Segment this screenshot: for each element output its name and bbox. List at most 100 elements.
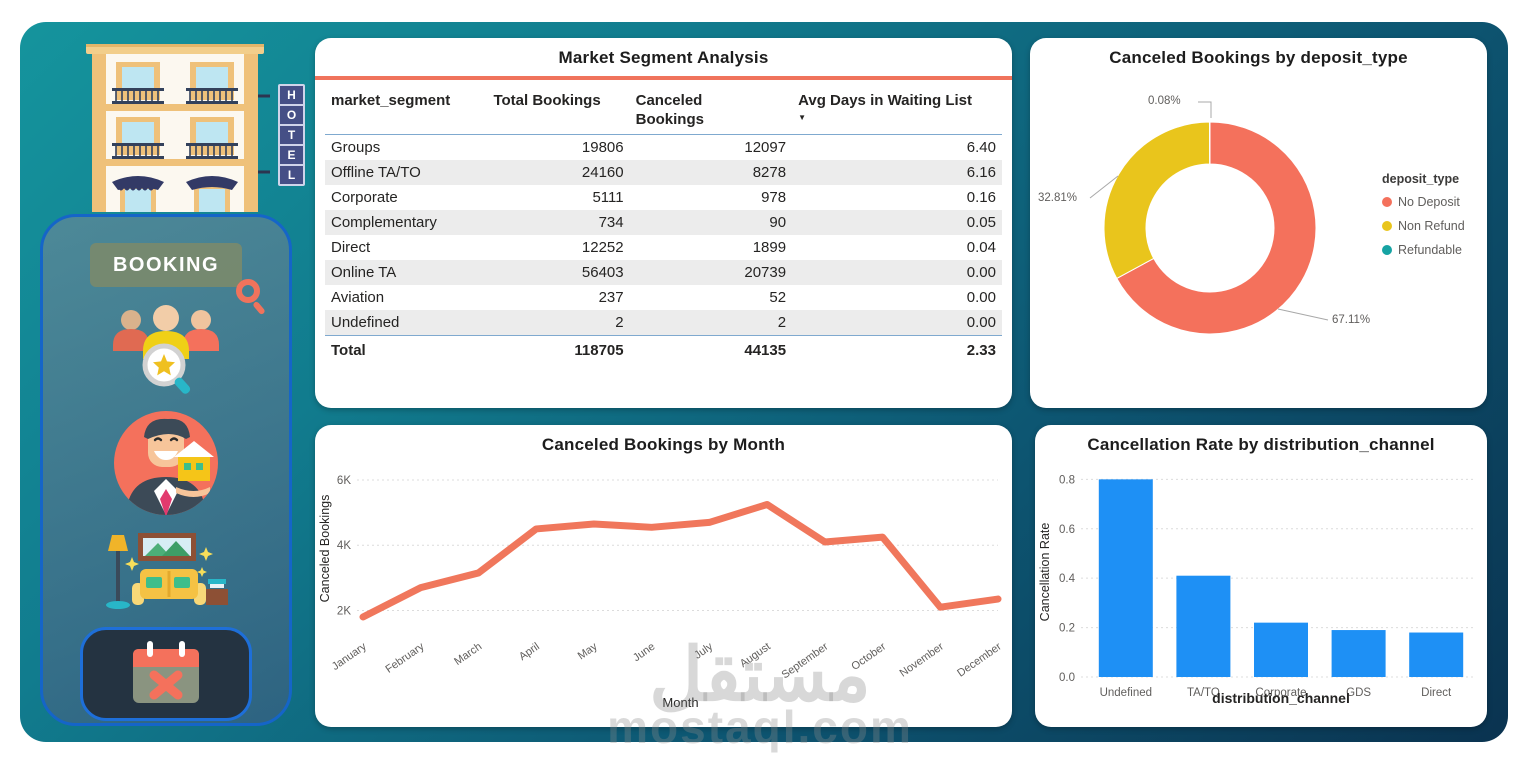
column-header-total-bookings[interactable]: Total Bookings [487,84,630,135]
donut-slice-refundable[interactable] [1208,121,1211,165]
table-row[interactable]: Complementary 734 90 0.05 [325,209,1002,235]
legend-item-no-deposit[interactable]: No Deposit [1382,195,1465,209]
x-tick-label: TA/TO [1187,687,1220,699]
monthly-cancellations-line-card: Canceled Bookings by Month 2K 4K 6K January… [315,425,1012,727]
table-cell: 52 [769,288,787,306]
y-tick-label: 0.8 [1059,474,1075,486]
slice-label-non-refund: 32.81% [1038,192,1078,204]
table-body: Groups 19806 12097 6.40 Offline TA/TO 24160 82… [325,134,1002,335]
table-cell: 90 [769,213,787,231]
table-cell: Corporate [331,188,398,206]
table-cell: 24160 [581,163,624,181]
hotel-sign-letter: E [280,146,303,164]
x-tick-label: Undefined [1100,687,1152,699]
table-cell: 20739 [744,263,787,281]
bar-ta-to[interactable] [1176,575,1231,677]
legend-dot [1382,245,1392,255]
bar-card-title: Cancellation Rate by distribution_channe… [1087,435,1435,454]
y-tick-label: 6K [337,475,351,487]
legend-item-refundable[interactable]: Refundable [1382,243,1465,257]
legend-label: Refundable [1398,243,1462,257]
booking-logo: BOOKING [90,243,260,303]
table-cell: 5111 [592,188,624,206]
table-cell: 0.05 [966,213,996,231]
booking-magnifier-icon [236,279,260,303]
table-cell: 978 [761,188,787,206]
table-cell: 0.00 [966,313,996,331]
x-tick-label-month: December [955,640,1004,679]
table-row[interactable]: Direct 12252 1899 0.04 [325,235,1002,260]
table-cell: 12252 [581,238,624,256]
donut-slice-non-refund[interactable] [1103,121,1211,280]
total-avg-days-value: 2.33 [792,334,1002,365]
sort-descending-icon[interactable]: ▼ [798,112,807,122]
x-tick-label-month: March [452,641,484,668]
donut-plot-area: 0.08% 32.81% 67.11% deposit_type No Depo… [1030,68,1487,398]
total-bookings-value: 118705 [487,334,630,365]
legend-item-non-refund[interactable]: Non Refund [1382,219,1465,233]
table-cell: Direct [331,238,371,256]
line-card-title: Canceled Bookings by Month [541,435,786,454]
legend-dot [1382,221,1392,231]
x-tick-label-month: October [849,640,888,672]
hotel-sign-letter: O [280,106,303,124]
table-cell: 56403 [581,263,624,281]
x-axis-label: Month [662,695,698,710]
y-tick-label: 0.2 [1059,623,1075,635]
table-cell: 0.16 [966,188,996,206]
table-cell: Aviation [331,288,385,306]
x-tick-label-month: February [383,640,426,675]
x-tick-label-month: June [631,641,657,665]
x-tick-label-month: July [692,640,715,661]
sidebar-panel: BOOKING [40,214,292,726]
column-header-label: Avg Days in Waiting List [798,92,972,109]
column-header-canceled-bookings[interactable]: Canceled Bookings [629,84,793,135]
x-tick-label-month: April [517,641,542,663]
line-series-canceled-bookings[interactable] [359,500,1002,621]
table-cell: 237 [598,288,624,306]
table-cell: Online TA [331,263,397,281]
column-header-avg-days-waiting[interactable]: Avg Days in Waiting List ▼ [792,84,1002,135]
bar-corporate[interactable] [1254,622,1308,677]
column-header-market-segment[interactable]: market_segment [325,84,488,135]
table-row[interactable]: Online TA 56403 20739 0.00 [325,259,1002,285]
y-tick-label: 0.6 [1059,524,1075,536]
x-tick-label: Direct [1421,687,1452,699]
table-cell: 6.40 [966,138,996,156]
y-axis-label: Canceled Bookings [318,495,332,603]
label-connector-line [1277,308,1329,321]
table-row[interactable]: Aviation 237 52 0.00 [325,285,1002,310]
table-cell: 1899 [752,238,787,256]
table-row[interactable]: Groups 19806 12097 6.40 [325,134,1002,160]
bar-direct[interactable] [1409,632,1464,677]
bar-undefined[interactable] [1098,479,1153,677]
table-cell: 2 [615,313,624,331]
guest-review-icon [113,305,219,394]
x-tick-label-month: May [576,640,600,662]
donut-slice-no-deposit[interactable] [1116,121,1317,335]
hotel-building-image [86,44,270,212]
hotel-window [112,117,164,159]
total-label: Total [325,334,488,365]
table-card-title: Market Segment Analysis [558,48,769,67]
table-row[interactable]: Undefined 2 2 0.00 [325,309,1002,335]
cancel-calendar-button[interactable] [80,627,252,721]
hotel-sign-letter: T [280,126,303,144]
x-axis-label: distribution_channel [1212,690,1350,706]
title-accent-bar [315,76,1012,80]
x-tick-label-month: August [738,641,773,670]
table-cell: Complementary [331,213,437,231]
hotel-awning-window [112,176,164,212]
bar-gds[interactable] [1331,630,1386,677]
legend-dot [1382,197,1392,207]
line-chart: 2K 4K 6K January February March April May June Ju… [318,475,1004,710]
table-row[interactable]: Corporate 5111 978 0.16 [325,185,1002,210]
bar-chart: 0.0 0.2 0.4 0.6 0.8 Undefined TA/TO Corporate GD… [1038,474,1475,706]
label-connector-line [1198,101,1212,118]
table-cell: 6.16 [966,163,996,181]
x-tick-label: GDS [1346,687,1371,699]
table-row[interactable]: Offline TA/TO 24160 8278 6.16 [325,159,1002,185]
hotel-window [186,117,238,159]
